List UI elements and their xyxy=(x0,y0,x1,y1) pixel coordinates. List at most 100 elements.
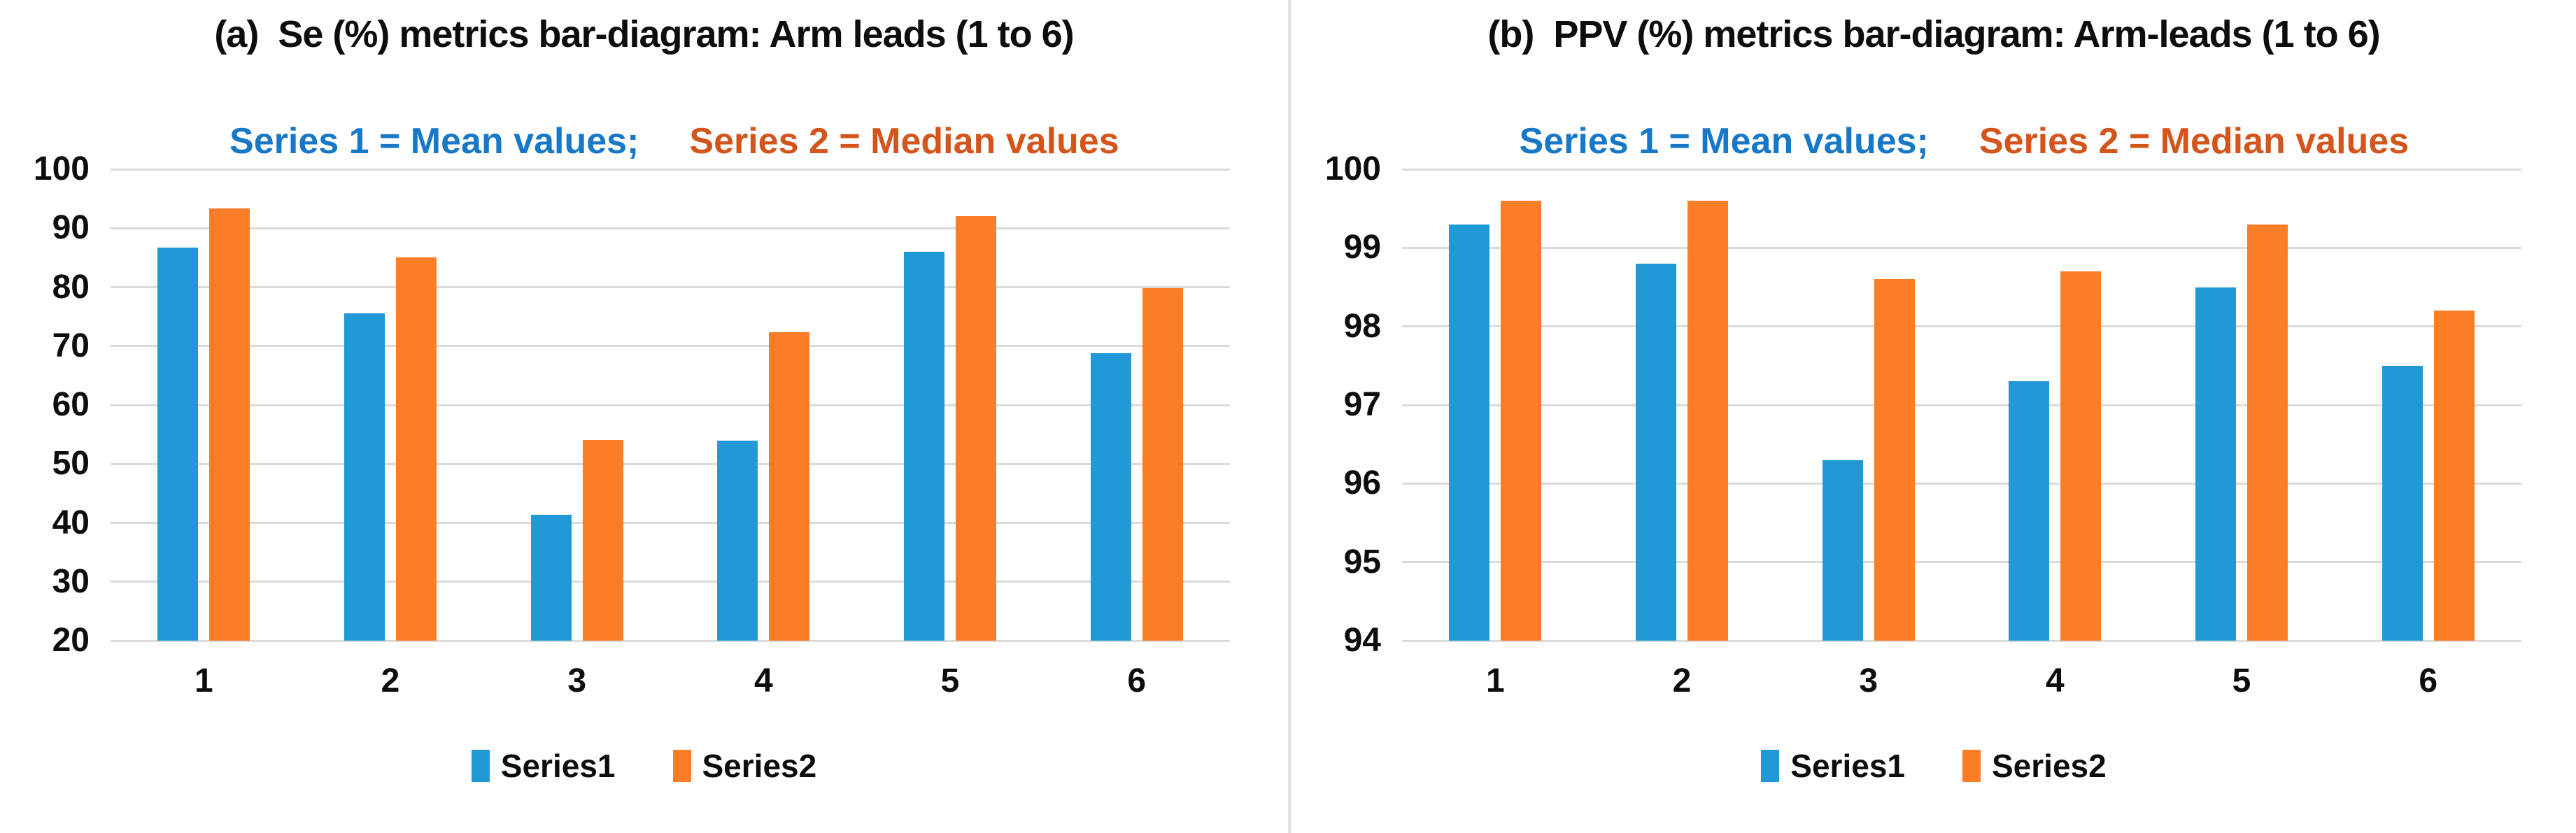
gridline-96 xyxy=(1402,482,2521,485)
bar-series2-lead-2 xyxy=(396,257,437,641)
x-tick-label-6: 6 xyxy=(2419,662,2438,699)
gridline-40 xyxy=(111,522,1230,524)
legend-label-series2: Series2 xyxy=(702,748,817,784)
bar-series1-lead-4 xyxy=(2009,381,2050,641)
series2-note: Series 2 = Median values xyxy=(1979,121,2409,162)
bar-series2-lead-6 xyxy=(2433,311,2475,641)
bar-series1-lead-5 xyxy=(904,251,944,641)
plot-area-ppv xyxy=(1402,168,2521,642)
legend-item-series2: Series2 xyxy=(1962,747,2107,785)
x-tick-label-5: 5 xyxy=(940,662,960,699)
gridline-95 xyxy=(1402,561,2521,564)
y-tick-label-96: 96 xyxy=(1343,464,1381,502)
plot-area-se xyxy=(111,168,1230,642)
series2-note: Series 2 = Median values xyxy=(689,121,1119,162)
series1-note: Series 1 = Mean values; xyxy=(229,121,639,162)
legend-item-series2: Series2 xyxy=(672,747,817,785)
bar-series1-lead-3 xyxy=(1822,460,1863,641)
bar-series2-lead-5 xyxy=(956,215,996,641)
y-tick-label-97: 97 xyxy=(1343,386,1381,423)
series1-swatch xyxy=(471,750,490,782)
x-tick-label-5: 5 xyxy=(2232,662,2251,699)
y-tick-label-98: 98 xyxy=(1343,307,1381,345)
bar-series1-lead-6 xyxy=(2382,365,2423,641)
y-axis-se: 20 30 40 50 60 70 80 90 100 xyxy=(14,152,90,657)
bar-series1-lead-1 xyxy=(157,248,199,641)
legend-label-series1: Series1 xyxy=(500,748,616,784)
gridline-97 xyxy=(1402,404,2521,406)
gridline-98 xyxy=(1402,325,2521,328)
legend-item-series1: Series1 xyxy=(471,747,616,785)
gridline-99 xyxy=(1402,246,2521,249)
legend-ppv: Series1 Series2 xyxy=(1291,747,2576,785)
legend-label-series2: Series2 xyxy=(1992,748,2107,784)
y-axis-ppv: 94 95 96 97 98 99 100 xyxy=(1305,152,1381,657)
bar-series2-lead-3 xyxy=(582,439,623,641)
gridline-90 xyxy=(111,227,1230,229)
y-tick-label-95: 95 xyxy=(1343,543,1381,581)
chart-panel-ppv: (b) PPV (%) metrics bar-diagram: Arm-lea… xyxy=(1291,0,2576,833)
gridline-70 xyxy=(111,345,1230,348)
panel-divider xyxy=(1288,0,1291,833)
y-tick-label-60: 60 xyxy=(52,386,90,423)
y-tick-label-30: 30 xyxy=(52,562,90,600)
series2-swatch xyxy=(1962,750,1981,782)
gridline-30 xyxy=(111,581,1230,583)
legend-item-series1: Series1 xyxy=(1761,747,1905,785)
chart-title-ppv: (b) PPV (%) metrics bar-diagram: Arm-lea… xyxy=(1487,13,2380,55)
y-tick-label-100: 100 xyxy=(1324,150,1381,187)
y-tick-label-40: 40 xyxy=(52,504,90,541)
x-tick-label-3: 3 xyxy=(567,662,587,699)
x-axis-se: 1 2 3 4 5 6 xyxy=(111,662,1230,700)
x-tick-label-1: 1 xyxy=(1485,662,1505,699)
x-tick-label-2: 2 xyxy=(381,662,400,699)
bar-series2-lead-5 xyxy=(2247,224,2288,641)
bar-series2-lead-4 xyxy=(2060,271,2102,641)
x-axis-ppv: 1 2 3 4 5 6 xyxy=(1402,662,2521,700)
x-tick-label-2: 2 xyxy=(1672,662,1692,699)
y-tick-label-100: 100 xyxy=(33,150,90,187)
y-tick-label-50: 50 xyxy=(52,445,90,483)
gridline-50 xyxy=(111,462,1230,465)
bar-series1-lead-1 xyxy=(1449,224,1490,641)
series1-note: Series 1 = Mean values; xyxy=(1519,121,1929,162)
chart-subtitle-se: Series 1 = Mean values; Series 2 = Median… xyxy=(0,78,1288,204)
legend-label-series1: Series1 xyxy=(1790,748,1905,784)
gridline-80 xyxy=(111,286,1230,288)
series1-swatch xyxy=(1761,750,1780,782)
x-tick-label-4: 4 xyxy=(2046,662,2065,699)
gridline-20 xyxy=(111,639,1230,642)
bar-series2-lead-3 xyxy=(1874,279,1915,641)
x-tick-label-6: 6 xyxy=(1127,662,1147,699)
bar-series1-lead-4 xyxy=(717,441,758,641)
gridline-60 xyxy=(111,404,1230,406)
chart-panel-se: (a) Se (%) metrics bar-diagram: Arm lead… xyxy=(0,13,1288,785)
gridline-100 xyxy=(111,168,1230,171)
bar-series1-lead-2 xyxy=(344,313,385,641)
x-tick-label-3: 3 xyxy=(1859,662,1878,699)
bar-series1-lead-3 xyxy=(530,514,572,641)
x-tick-label-4: 4 xyxy=(754,662,773,699)
y-tick-label-70: 70 xyxy=(52,327,90,364)
chart-title-se: (a) Se (%) metrics bar-diagram: Arm lead… xyxy=(214,13,1074,55)
y-tick-label-99: 99 xyxy=(1343,229,1381,266)
legend-se: Series1 Series2 xyxy=(0,747,1288,785)
y-tick-label-20: 20 xyxy=(52,622,90,659)
gridline-100 xyxy=(1402,168,2521,171)
bar-series1-lead-5 xyxy=(2195,287,2236,641)
bar-series2-lead-1 xyxy=(1501,200,1542,641)
series2-swatch xyxy=(672,750,691,782)
gridline-94 xyxy=(1402,639,2521,642)
y-tick-label-94: 94 xyxy=(1343,622,1381,659)
bar-series2-lead-2 xyxy=(1687,200,1728,641)
x-tick-label-1: 1 xyxy=(194,662,213,699)
bar-series1-lead-2 xyxy=(1636,263,1676,641)
y-tick-label-80: 80 xyxy=(52,268,90,306)
bar-series1-lead-6 xyxy=(1090,353,1131,641)
bar-series2-lead-4 xyxy=(769,332,810,641)
bar-series2-lead-1 xyxy=(209,208,250,641)
chart-subtitle-ppv: Series 1 = Mean values; Series 2 = Median… xyxy=(1291,78,2576,204)
bar-series2-lead-6 xyxy=(1142,288,1183,641)
y-tick-label-90: 90 xyxy=(52,209,90,247)
